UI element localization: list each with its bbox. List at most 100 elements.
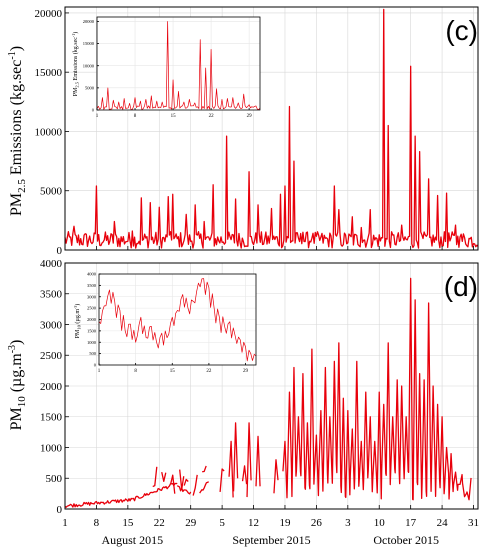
inset-c-ytick-label: 10000 <box>83 63 95 68</box>
panel-d-ytick-label: 3000 <box>40 319 63 331</box>
panel-d-ytick-label: 1000 <box>40 442 63 454</box>
inset-c-xtick-label: 29 <box>247 114 253 119</box>
panel-d-xtick-label: 29 <box>185 517 197 529</box>
panel-c-ylabel-sup: -1 <box>7 51 18 59</box>
inset-d-ylabel: PM10 (µg.m-3) <box>73 304 82 339</box>
panel-d-series-burst <box>246 422 252 498</box>
month-label-september: September 2015 <box>232 533 310 547</box>
panel-d-series-burst <box>273 459 279 494</box>
inset-d-ytick-label: 2000 <box>87 317 97 322</box>
panel-d-ylabel-sub: 10 <box>16 396 28 408</box>
panel-d-series-burst <box>192 474 198 496</box>
panel-d-series-burst <box>179 469 185 490</box>
inset-d-ytick-label: 2500 <box>87 306 97 311</box>
month-label-august: August 2015 <box>101 533 163 547</box>
month-label-october: October 2015 <box>373 533 439 547</box>
inset-c-ytick-label: 5000 <box>85 85 95 90</box>
inset-c-ylabel: PM2.5 Emissions (kg.sec-1) <box>71 32 80 96</box>
panel-c-ylabel-main: PM <box>8 193 25 216</box>
panel-c-frame <box>64 6 479 251</box>
inset-c-ytick-label: 20000 <box>83 19 95 24</box>
inset-d-xtick-label: 8 <box>134 369 137 374</box>
panel-d-series-burst <box>161 472 167 482</box>
panel-c-letter: (c) <box>445 15 478 46</box>
panel-d-ytick-label: 4000 <box>40 258 63 270</box>
inset-c-ylabel-main: PM <box>73 87 79 96</box>
panel-c-ylabel-sub: 2.5 <box>16 179 28 193</box>
inset-d-ytick-label: 1000 <box>87 340 97 345</box>
panel-d-xtick-label: 10 <box>374 517 386 529</box>
panel-d-ytick-label: 2500 <box>40 350 63 362</box>
panel-d-ylabel-end: ) <box>8 340 25 345</box>
inset-d-ylabel-sub: 10 <box>77 324 82 329</box>
panel-d-xtick-label: 22 <box>154 517 165 529</box>
panel-d-ylabel-main: PM <box>8 407 25 430</box>
panel-d-ytick-label: 0 <box>57 504 63 516</box>
inset-d-series-line <box>98 278 257 362</box>
panel-d-xtick-label: 1 <box>62 517 68 529</box>
inset-d-ylabel-rest: (µg.m <box>74 309 81 325</box>
panel-c-ytick-label: 20000 <box>35 8 63 20</box>
panel-d-ylabel: PM10 (µg.m-3) <box>7 340 28 431</box>
panel-d-series-segment <box>176 485 192 495</box>
inset-c-series-line <box>96 21 261 110</box>
panel-c-series-line <box>64 8 479 249</box>
panel-d-series-burst <box>152 466 158 488</box>
panel-d-series-burst <box>282 277 472 501</box>
panel-d-series-burst <box>170 474 176 494</box>
inset-c-xtick-label: 15 <box>171 114 177 119</box>
panel-d-xtick-label: 3 <box>345 517 351 529</box>
panel-c-ytick-label: 10000 <box>35 126 63 138</box>
panel-d-series-burst <box>183 478 189 486</box>
panel-d-ytick-label: 2000 <box>40 381 63 393</box>
inset-d-xtick-label: 1 <box>98 369 101 374</box>
inset-c-ylabel-sub: 2.5 <box>75 81 80 87</box>
panel-d-ytick-label: 3500 <box>40 289 63 301</box>
inset-d-ytick-label: 4000 <box>87 272 97 277</box>
panel-d-xtick-label: 24 <box>437 517 449 529</box>
panel-d-series-burst <box>228 440 234 498</box>
panel-d-series-segment <box>64 497 133 508</box>
panel-c-ytick-label: 5000 <box>40 186 63 198</box>
inset-c-ytick-label: 15000 <box>83 41 95 46</box>
inset-d-xtick-label: 29 <box>243 369 249 374</box>
panel-d-series-burst <box>241 465 248 485</box>
inset-c-ylabel-sup: -1 <box>71 34 76 37</box>
inset-d-ytick-label: 1500 <box>87 328 97 333</box>
inset-c-ylabel-rest: Emissions (kg.sec <box>72 37 79 82</box>
inset-d-ylabel-main: PM <box>75 329 81 338</box>
panel-d-letter: (d) <box>444 271 478 302</box>
panel-d-xtick-label: 12 <box>248 517 259 529</box>
inset-d-ytick-label: 500 <box>89 351 97 356</box>
panel-d-series-burst <box>232 422 239 492</box>
panel-d-ytick-label: 500 <box>46 473 63 485</box>
panel-d-xtick-label: 15 <box>122 517 134 529</box>
inset-d-ylabel-end: ) <box>74 304 81 306</box>
panel-d-xtick-label: 8 <box>94 517 100 529</box>
inset-c-xtick-label: 22 <box>209 114 215 119</box>
panel-d-ylabel-rest: (µg.m <box>8 353 25 397</box>
inset-c-background <box>97 17 260 110</box>
inset-c-ylabel-end: ) <box>72 32 79 34</box>
inset-c-xtick-label: 8 <box>134 114 137 119</box>
panel-c-ytick-label: 0 <box>57 245 63 257</box>
panel-c-ylabel: PM2.5 Emissions (kg.sec-1) <box>7 46 28 216</box>
panel-d-xtick-label: 31 <box>468 517 479 529</box>
panel-c-ylabel-end: ) <box>8 46 25 51</box>
panel-d-ytick-label: 1500 <box>40 412 63 424</box>
panel-d-xtick-label: 19 <box>279 517 291 529</box>
panel-d-series-burst <box>202 465 207 473</box>
inset-d-ytick-label: 0 <box>94 363 97 368</box>
ticks-layer: 0500010000150002000005000100001500020000… <box>35 8 480 529</box>
panel-d-series-burst <box>219 468 225 492</box>
inset-d-xtick-label: 22 <box>206 369 212 374</box>
panel-d-series-segment <box>132 482 178 502</box>
panel-d-series-segment <box>199 481 209 494</box>
panel-d-ylabel-sup: -3 <box>7 345 18 353</box>
inset-d-ylabel-sup: -3 <box>73 306 78 309</box>
inset-d-xtick-label: 15 <box>170 369 176 374</box>
panel-c-ylabel-rest: Emissions (kg.sec <box>8 60 25 180</box>
inset-d-ytick-label: 3000 <box>87 294 97 299</box>
inset-c-xtick-label: 1 <box>96 114 99 119</box>
